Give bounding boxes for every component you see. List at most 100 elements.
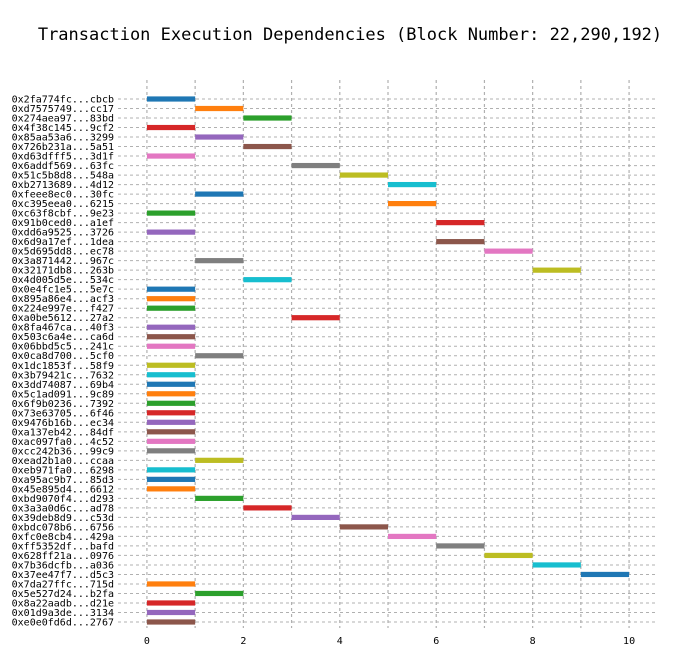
transaction-bar: [436, 220, 485, 226]
transaction-label: 0x503c6a4e...ca6d: [12, 332, 114, 343]
transaction-bar: [243, 277, 292, 283]
transaction-label: 0x06bbd5c5...241c: [12, 342, 114, 353]
x-tick-label: 2: [240, 636, 246, 647]
transaction-bar: [436, 543, 485, 549]
transaction-bar: [146, 391, 196, 397]
chart-title: Transaction Execution Dependencies (Bloc…: [38, 25, 662, 45]
transaction-bar: [146, 381, 196, 387]
transaction-bar: [388, 533, 437, 540]
transaction-label: 0xc63f8cbf...9e23: [12, 209, 114, 220]
transaction-label: 0x01d9a3de...3134: [12, 608, 114, 619]
transaction-bar: [195, 258, 244, 264]
transaction-bar: [195, 105, 244, 112]
transaction-label: 0x51c5b8d8...548a: [12, 171, 114, 182]
transaction-label: 0xff5352df...bafd: [12, 541, 114, 552]
transaction-label: 0x5e527d24...b2fa: [12, 589, 114, 600]
x-tick-label: 8: [530, 636, 536, 647]
transaction-label: 0x4f38c145...9cf2: [12, 123, 114, 134]
transaction-bar: [146, 296, 196, 302]
transaction-bar: [243, 505, 292, 511]
transaction-bar: [146, 305, 196, 311]
transaction-label: 0x45e895d4...6612: [12, 484, 114, 495]
transaction-label: 0xfeee8ec0...30fc: [12, 190, 114, 201]
transaction-bar: [146, 486, 196, 492]
transaction-label: 0x0ca8d700...5cf0: [12, 351, 114, 362]
x-tick-label: 0: [144, 636, 150, 647]
x-tick-label: 6: [433, 636, 439, 647]
x-tick-label: 4: [337, 636, 343, 647]
transaction-label: 0x2fa774fc...cbcb: [12, 95, 114, 106]
transaction-bar: [146, 609, 196, 616]
transaction-bar: [146, 324, 196, 330]
transaction-label: 0x8fa467ca...40f3: [12, 323, 114, 334]
transaction-label: 0x5c1ad091...9c89: [12, 389, 114, 400]
transaction-label: 0x726b231a...5a51: [12, 142, 114, 153]
grid: [118, 80, 658, 628]
transaction-bar: [195, 191, 244, 197]
transaction-label: 0x224e997e...f427: [12, 304, 114, 315]
transaction-bar: [146, 438, 196, 444]
transaction-label: 0xc395eea0...6215: [12, 199, 114, 210]
transaction-bar: [195, 353, 244, 359]
transaction-bar: [532, 267, 581, 273]
transaction-bar: [195, 457, 244, 463]
transaction-label: 0x895a86e4...acf3: [12, 294, 114, 305]
transaction-label: 0xac097fa0...4c52: [12, 437, 114, 448]
transaction-label: 0xdd6a9525...3726: [12, 228, 114, 239]
transaction-label: 0xd63dfff5...3d1f: [12, 152, 114, 163]
transaction-bar: [339, 172, 388, 178]
transaction-label: 0x3b79421c...7632: [12, 370, 114, 381]
transaction-bar: [339, 524, 388, 530]
x-tick-label: 10: [623, 636, 635, 647]
transaction-bar: [484, 248, 533, 254]
transaction-label: 0x6d9a17ef...1dea: [12, 237, 114, 248]
transaction-label: 0x5d695dd8...ec78: [12, 247, 114, 258]
transaction-label: 0x4d005d5e...534c: [12, 275, 114, 286]
y-tick-labels: 0x2fa774fc...cbcb0xd7575749...cc170x274a…: [12, 95, 114, 629]
x-tick-labels: 0 2 4 6 8 10: [144, 636, 635, 647]
transaction-bar: [146, 619, 196, 625]
transaction-bar: [195, 590, 244, 597]
transaction-bar: [388, 201, 437, 207]
transaction-bar: [243, 143, 292, 150]
transaction-label: 0x6addf569...63fc: [12, 161, 114, 172]
transaction-bar: [146, 372, 196, 378]
transaction-label: 0x3a3a0d6c...ad78: [12, 503, 114, 514]
transaction-bar: [146, 448, 196, 454]
transaction-bar: [146, 210, 196, 216]
bars: [146, 96, 630, 625]
transaction-bar: [146, 467, 196, 473]
transaction-bar: [146, 153, 196, 159]
transaction-label: 0x274aea97...83bd: [12, 114, 114, 125]
transaction-bar: [291, 315, 340, 321]
transaction-bar: [580, 571, 630, 578]
transaction-label: 0x32171db8...263b: [12, 266, 114, 277]
transaction-label: 0xbd9070f4...d293: [12, 494, 114, 505]
transaction-label: 0xa95ac9b7...85d3: [12, 475, 114, 486]
transaction-bar: [146, 229, 196, 235]
transaction-bar: [146, 429, 196, 435]
transaction-bar: [146, 362, 196, 368]
transaction-bar: [195, 134, 244, 140]
transaction-label: 0x85aa53a6...3299: [12, 133, 114, 144]
transaction-label: 0x73e63705...6f46: [12, 408, 114, 419]
transaction-bar: [146, 334, 196, 340]
transaction-label: 0xfc0e8cb4...429a: [12, 532, 114, 543]
transaction-label: 0x37ee47f7...d5c3: [12, 570, 114, 581]
transaction-bar: [388, 181, 437, 188]
transaction-bar: [146, 600, 196, 606]
transaction-bar: [146, 96, 196, 102]
transaction-label: 0xeb971fa0...6298: [12, 465, 114, 476]
transaction-label: 0xcc242b36...99c9: [12, 446, 114, 457]
transaction-label: 0xbdc078b6...6756: [12, 522, 114, 533]
transaction-label: 0x3dd74087...69b4: [12, 380, 114, 391]
transaction-bar: [291, 162, 340, 169]
transaction-label: 0x39deb8d9...c53d: [12, 513, 114, 524]
transaction-bar: [243, 115, 292, 121]
transaction-bar: [146, 476, 196, 482]
transaction-label: 0x91b0ced0...a1ef: [12, 218, 114, 229]
transaction-label: 0xa137eb42...84df: [12, 427, 114, 438]
transaction-bar: [146, 400, 196, 406]
transaction-bar: [146, 419, 196, 425]
